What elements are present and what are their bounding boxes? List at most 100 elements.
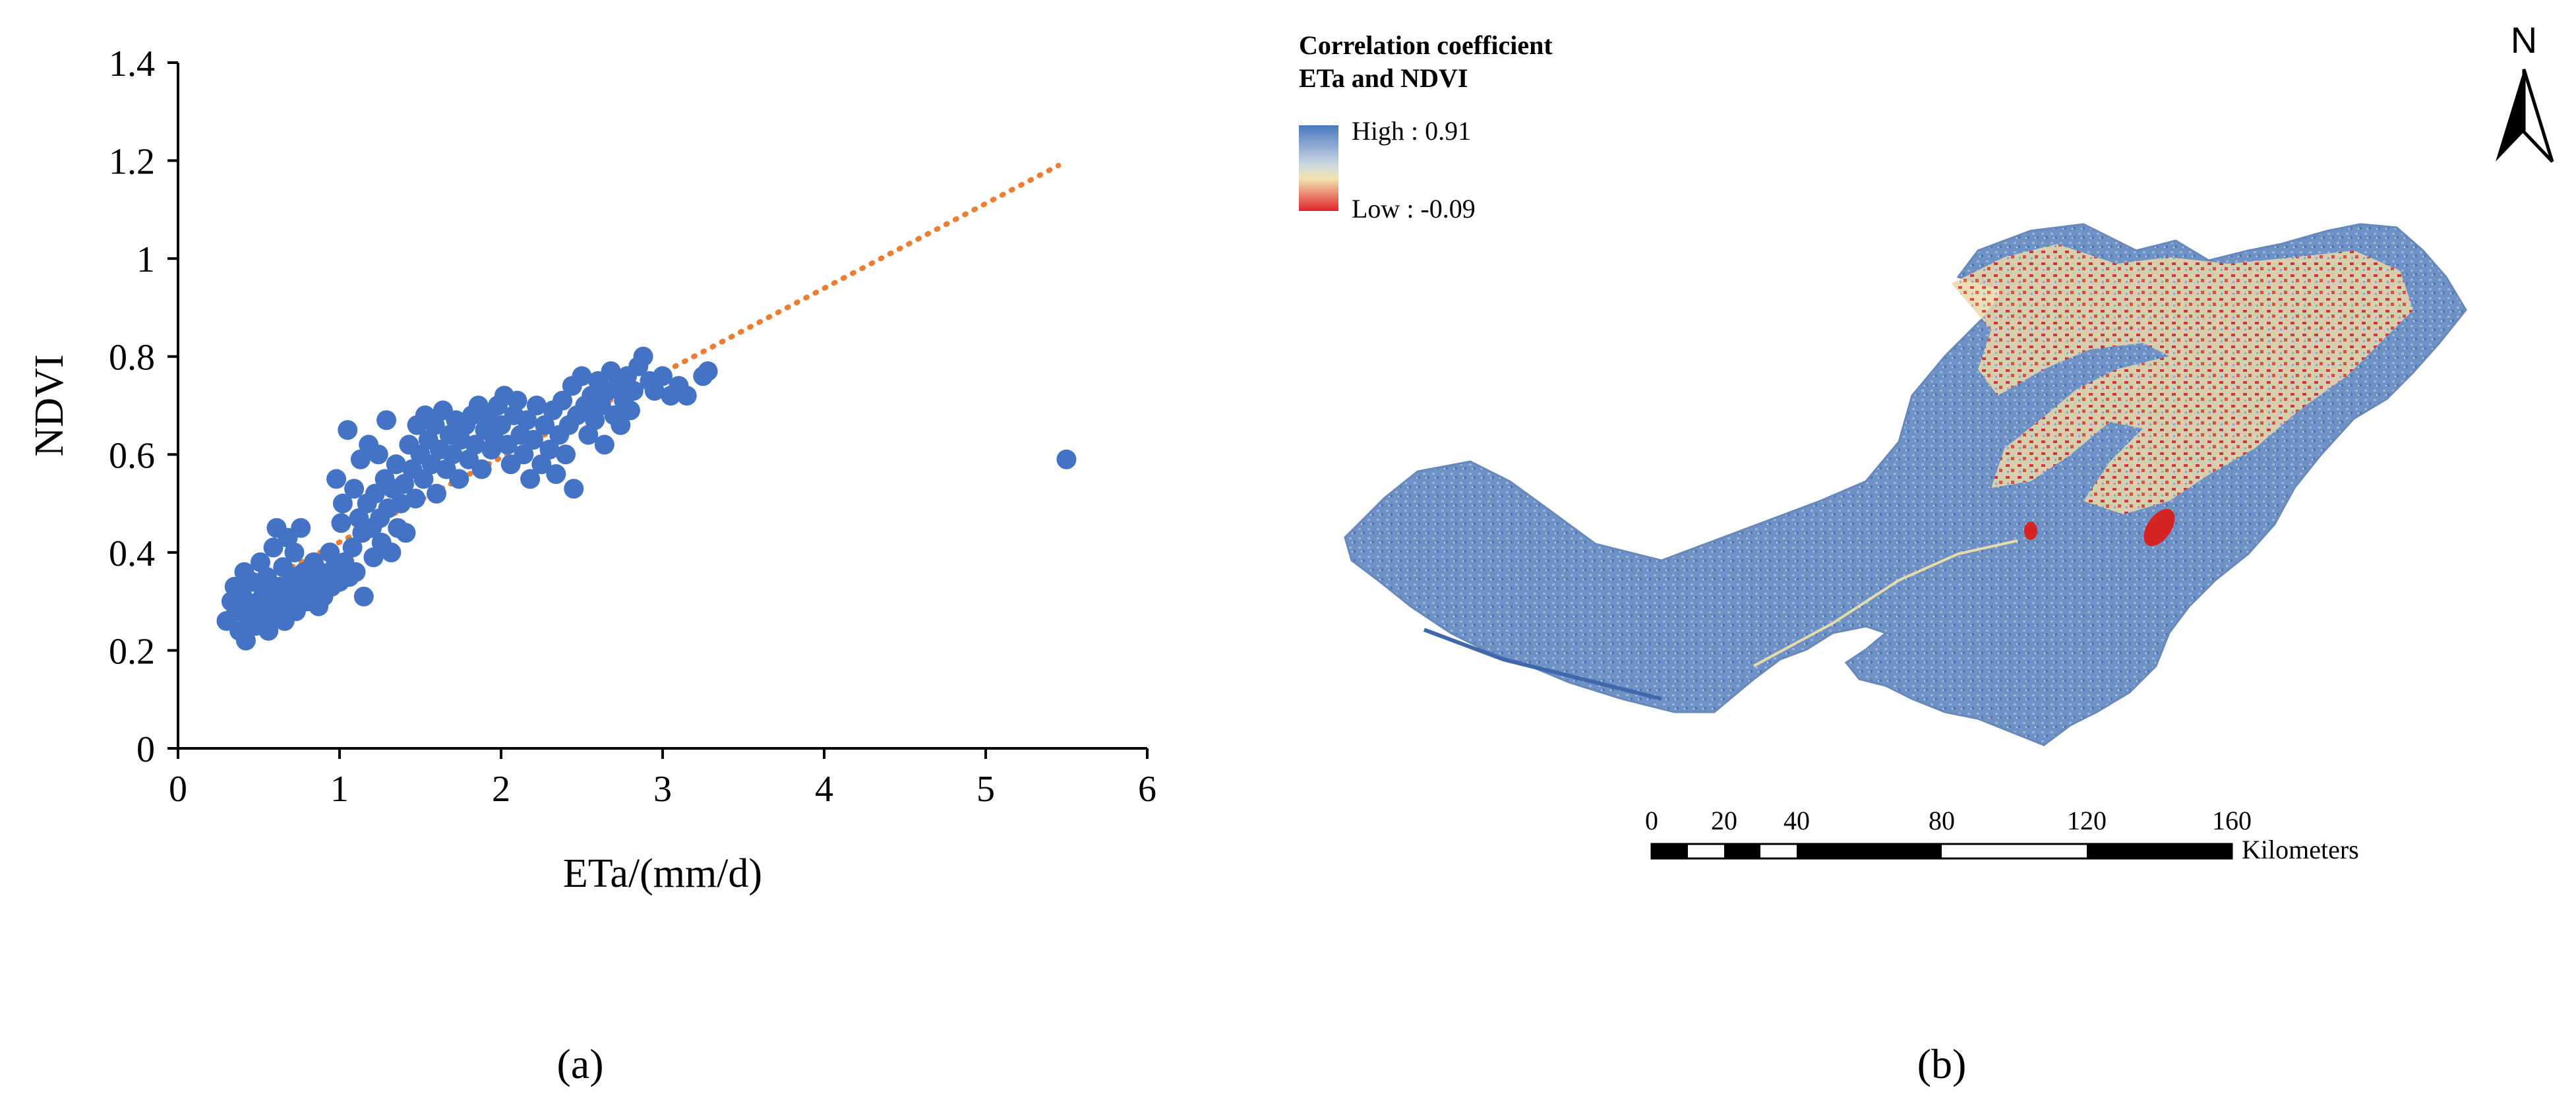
data-point xyxy=(531,454,552,475)
data-point xyxy=(396,523,416,543)
data-point xyxy=(620,400,640,421)
y-tick-label: 0 xyxy=(136,729,155,770)
data-point xyxy=(524,430,543,450)
panel-b-label: (b) xyxy=(1917,1040,1967,1087)
data-point xyxy=(350,449,371,469)
x-tick-label: 6 xyxy=(1138,769,1156,810)
data-point xyxy=(556,444,576,465)
data-point xyxy=(284,542,305,562)
data-point xyxy=(342,537,363,558)
reservoir-patch xyxy=(2143,508,2175,547)
x-tick-label: 1 xyxy=(330,769,349,810)
panel-a-label: (a) xyxy=(556,1040,603,1087)
y-tick-label: 0.2 xyxy=(109,631,155,672)
legend-title-line2: ETa and NDVI xyxy=(1299,63,1468,93)
data-point xyxy=(526,396,547,415)
small-red-patch xyxy=(2024,522,2037,540)
data-point xyxy=(1056,449,1077,469)
data-point xyxy=(611,415,631,435)
scale-label-0: 0 xyxy=(1645,806,1658,835)
data-point xyxy=(507,390,527,411)
data-point xyxy=(633,346,653,367)
data-point xyxy=(381,542,402,562)
y-tick-label: 0.6 xyxy=(109,435,155,476)
data-point xyxy=(572,366,592,386)
scale-label-20: 20 xyxy=(1711,806,1737,835)
north-arrow-icon: N xyxy=(2496,19,2554,163)
legend-title-line1: Correlation coefficient xyxy=(1299,30,1553,60)
data-point xyxy=(363,547,384,568)
data-point xyxy=(258,620,279,641)
data-point xyxy=(623,380,644,401)
chart-labels-group: 0 1 2 3 4 5 6 0 0.2 0.4 0.6 0.8 1 1.2 1.4 ETa/(mm/d) NDV… xyxy=(27,44,1156,896)
data-point xyxy=(594,435,614,455)
x-tick-label: 4 xyxy=(815,769,833,810)
x-axis-title: ETa/(mm/d) xyxy=(563,851,762,896)
data-point xyxy=(517,410,537,431)
data-point xyxy=(345,562,366,582)
y-tick-label: 1.4 xyxy=(109,44,155,84)
data-point xyxy=(442,444,463,465)
data-point xyxy=(291,518,311,538)
scale-label-80: 80 xyxy=(1929,806,1955,835)
data-point xyxy=(676,386,697,406)
data-point xyxy=(520,469,541,489)
data-point xyxy=(425,415,445,435)
data-point xyxy=(405,489,426,509)
legend-high-label: High : 0.91 xyxy=(1352,116,1471,146)
data-point xyxy=(235,630,256,651)
x-tick-label: 3 xyxy=(653,769,672,810)
data-point xyxy=(376,410,397,431)
data-point xyxy=(386,454,406,475)
data-point xyxy=(535,415,555,435)
data-point xyxy=(698,361,718,381)
map-svg: Correlation coefficient ETa and NDVI Hig… xyxy=(1299,19,2554,1087)
data-point xyxy=(546,464,566,484)
data-point xyxy=(331,513,351,533)
x-tick-label: 5 xyxy=(976,769,995,810)
data-point xyxy=(394,473,414,494)
data-point xyxy=(553,390,573,411)
data-point xyxy=(471,459,492,479)
data-point xyxy=(514,444,534,465)
legend-color-ramp xyxy=(1299,125,1338,211)
data-point xyxy=(263,537,284,558)
data-point xyxy=(427,483,446,504)
low-correlation-zone xyxy=(1952,244,2413,514)
data-point xyxy=(564,479,584,499)
data-point xyxy=(644,380,665,401)
scatter-chart-svg: 0 1 2 3 4 5 6 0 0.2 0.4 0.6 0.8 1 1.2 1.4 ETa/(mm/d) NDV… xyxy=(27,44,1156,1087)
panel-b-correlation-map: Correlation coefficient ETa and NDVI Hig… xyxy=(1292,0,2576,1111)
scale-label-120: 120 xyxy=(2067,806,2107,835)
y-axis-title: NDVI xyxy=(27,355,72,457)
chart-points-group xyxy=(216,346,1077,651)
chart-axes xyxy=(167,61,1149,759)
legend-low-label: Low : -0.09 xyxy=(1352,194,1476,224)
data-point xyxy=(332,493,353,514)
panel-a-scatter-chart: 0 1 2 3 4 5 6 0 0.2 0.4 0.6 0.8 1 1.2 1.4 ETa/(mm/d) NDV… xyxy=(0,0,1253,1111)
river-channel xyxy=(1423,628,1662,701)
river-channel-light xyxy=(1753,539,2018,667)
data-point xyxy=(365,483,385,504)
study-area-map xyxy=(1344,223,2467,746)
scale-unit: Kilometers xyxy=(2242,835,2359,864)
data-point xyxy=(368,444,388,465)
north-label: N xyxy=(2511,19,2537,61)
y-tick-label: 0.8 xyxy=(109,338,155,378)
data-point xyxy=(653,366,673,386)
x-tick-label: 2 xyxy=(492,769,510,810)
y-tick-label: 1 xyxy=(136,239,155,280)
scale-label-160: 160 xyxy=(2212,806,2252,835)
data-point xyxy=(539,439,560,460)
x-tick-label: 0 xyxy=(169,769,187,810)
data-point xyxy=(353,586,374,607)
scale-label-40: 40 xyxy=(1783,806,1810,835)
data-point xyxy=(465,435,485,455)
y-tick-label: 0.4 xyxy=(109,533,155,574)
y-tick-label: 1.2 xyxy=(109,142,155,183)
data-point xyxy=(338,420,358,440)
data-point xyxy=(326,469,347,489)
data-point xyxy=(344,479,365,499)
data-point xyxy=(413,469,434,489)
scale-bar: 0 20 40 80 120 160 Kilometers xyxy=(1645,806,2359,864)
